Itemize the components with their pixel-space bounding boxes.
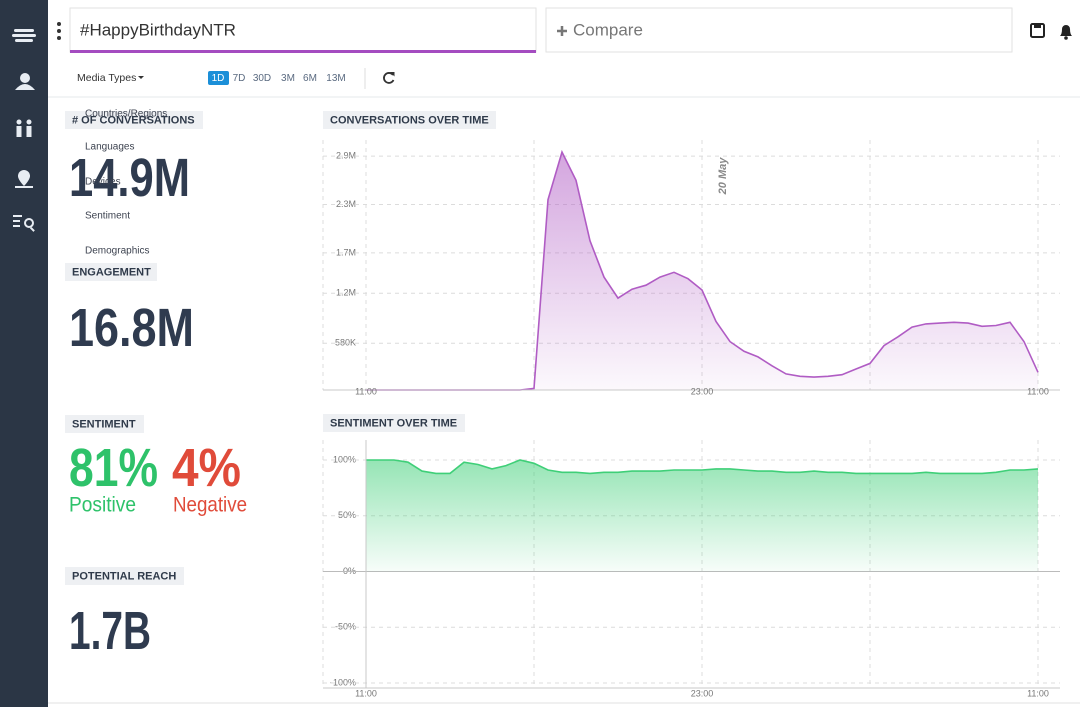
y-tick-label: 2.3M: [336, 199, 356, 209]
y-tick-label: 0%: [343, 566, 356, 576]
engagement-label: ENGAGEMENT: [72, 266, 151, 278]
negative-value: 4%: [172, 438, 241, 498]
users-icon[interactable]: [15, 73, 35, 90]
chart-title: SENTIMENT OVER TIME: [330, 417, 457, 429]
x-tick-label: 11:00: [1027, 688, 1049, 698]
sidebar: [0, 0, 48, 707]
range-button[interactable]: 6M: [303, 73, 317, 84]
y-tick-label: 580K: [335, 338, 356, 348]
caret: [138, 76, 144, 79]
label-box: [65, 415, 144, 433]
refresh-icon[interactable]: [383, 72, 395, 84]
annotation: 20 May: [717, 157, 729, 196]
y-tick-label: 50%: [338, 510, 356, 520]
search-list-icon[interactable]: [13, 215, 35, 232]
x-tick-label: 11:00: [1027, 386, 1049, 396]
y-tick-label: -50%: [335, 622, 356, 632]
y-tick-label: -100%: [330, 677, 356, 687]
label-box: [323, 414, 465, 432]
area-fill: [366, 460, 1038, 572]
dropdown-item[interactable]: Languages: [85, 142, 135, 153]
engagement-value: 16.8M: [69, 298, 194, 358]
plus-icon: [557, 26, 567, 36]
y-tick-label: 1.7M: [336, 247, 356, 257]
y-tick-label: 1.2M: [336, 288, 356, 298]
range-button[interactable]: 30D: [253, 73, 271, 84]
range-button[interactable]: 3M: [281, 73, 295, 84]
x-tick-label: 11:00: [355, 688, 377, 698]
conversations-label: # OF CONVERSATIONS: [72, 114, 195, 126]
x-tick-label: 23:00: [691, 688, 714, 698]
y-tick-label: 100%: [333, 454, 356, 464]
reach-label: POTENTIAL REACH: [72, 570, 176, 582]
range-button[interactable]: 7D: [233, 73, 246, 84]
label-box: [65, 263, 157, 281]
location-icon[interactable]: [15, 170, 33, 188]
compare-box[interactable]: [545, 7, 1013, 53]
media-types[interactable]: Media Types: [77, 72, 136, 84]
dropdown-item[interactable]: Countries/Regions: [85, 109, 167, 120]
range-button[interactable]: 13M: [326, 73, 345, 84]
dropdown-item[interactable]: Devices: [85, 177, 121, 188]
label-box: [65, 567, 184, 585]
negative-label: Negative: [173, 494, 247, 517]
x-tick-label: 11:00: [355, 386, 377, 396]
area-line: [366, 459, 1039, 475]
kebab-menu[interactable]: [57, 22, 61, 40]
sidebar-icons: [12, 29, 36, 232]
range-button[interactable]: 1D: [212, 73, 225, 84]
dropdown-item[interactable]: Demographics: [85, 246, 149, 257]
label-box: [323, 111, 496, 129]
conversations-value: 14.9M: [69, 148, 190, 208]
chart-title: CONVERSATIONS OVER TIME: [330, 114, 489, 126]
save-icon[interactable]: [1030, 23, 1045, 38]
people-icon[interactable]: [16, 119, 32, 138]
reach-value: 1.7B: [69, 601, 151, 661]
range-buttons: 1D 7D 30D 3M 6M 13M: [208, 71, 346, 85]
dropdown-item[interactable]: Sentiment: [85, 211, 130, 222]
bell-icon[interactable]: [1060, 25, 1072, 40]
search-query: #HappyBirthdayNTR: [80, 20, 236, 39]
x-tick-label: 23:00: [691, 386, 714, 396]
positive-value: 81%: [69, 438, 158, 498]
range-active: [208, 71, 229, 85]
compare-text: Compare: [573, 20, 643, 39]
logo-icon[interactable]: [12, 29, 36, 42]
search-underline: [70, 50, 536, 53]
y-tick-label: 2.9M: [336, 151, 356, 161]
sentiment-label: SENTIMENT: [72, 418, 136, 430]
positive-label: Positive: [69, 494, 136, 517]
area-fill: [366, 152, 1038, 390]
label-box: [65, 111, 203, 129]
